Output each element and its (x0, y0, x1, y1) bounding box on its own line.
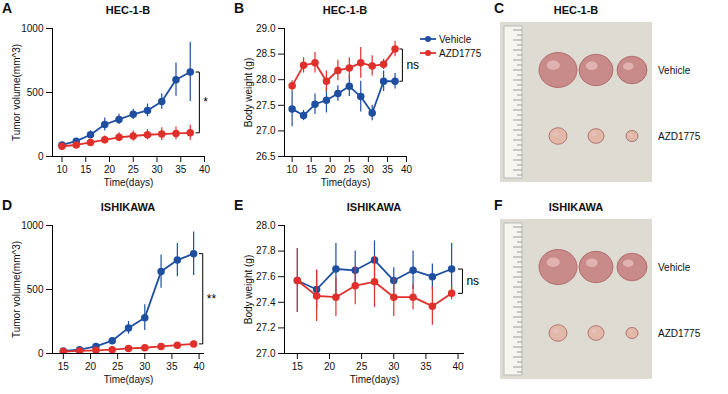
html-text:AZD1775: AZD1775 (439, 47, 482, 59)
svg-text:30: 30 (139, 361, 151, 372)
svg-text:500: 500 (27, 284, 44, 295)
svg-text:ns: ns (466, 274, 479, 288)
svg-text:40: 40 (199, 164, 211, 175)
svg-text:27.0: 27.0 (256, 125, 276, 136)
svg-text:Body weight (g): Body weight (g) (243, 58, 254, 127)
html-text:ISHIKAWA: ISHIKAWA (548, 201, 604, 213)
svg-text:27.0: 27.0 (256, 348, 276, 359)
svg-text:35: 35 (382, 164, 394, 175)
svg-text:Time(days): Time(days) (350, 374, 400, 385)
svg-text:20: 20 (104, 164, 116, 175)
html-text:C: C (494, 0, 505, 16)
svg-text:28.5: 28.5 (256, 48, 276, 59)
svg-text:1000: 1000 (21, 220, 44, 231)
svg-text:25: 25 (128, 164, 140, 175)
svg-text:20: 20 (325, 164, 337, 175)
html-text:HEC-1-B: HEC-1-B (105, 4, 151, 16)
svg-text:Time(days): Time(days) (321, 177, 371, 188)
html-text:A: A (2, 0, 13, 16)
html-text:D: D (2, 197, 13, 213)
svg-text:Tumor volume(mm^3): Tumor volume(mm^3) (11, 241, 22, 338)
svg-text:40: 40 (194, 361, 206, 372)
svg-text:Vehicle: Vehicle (658, 65, 691, 76)
svg-text:AZD1775: AZD1775 (658, 328, 701, 339)
svg-text:25: 25 (356, 361, 368, 372)
svg-text:15: 15 (58, 361, 70, 372)
svg-text:40: 40 (401, 164, 413, 175)
svg-text:27.8: 27.8 (256, 245, 276, 256)
svg-text:Tumor volume(mm^3): Tumor volume(mm^3) (11, 44, 22, 141)
svg-text:15: 15 (306, 164, 318, 175)
html-text:HEC-1-B: HEC-1-B (322, 4, 368, 16)
svg-text:20: 20 (85, 361, 97, 372)
svg-text:1000: 1000 (21, 23, 44, 34)
svg-text:500: 500 (27, 87, 44, 98)
svg-text:Time(days): Time(days) (104, 177, 154, 188)
svg-text:35: 35 (420, 361, 432, 372)
html-text:F: F (494, 197, 503, 213)
svg-text:28.0: 28.0 (256, 220, 276, 231)
svg-text:**: ** (207, 292, 217, 306)
svg-text:0: 0 (38, 151, 44, 162)
svg-text:26.5: 26.5 (256, 151, 276, 162)
svg-text:35: 35 (166, 361, 178, 372)
svg-text:0: 0 (38, 348, 44, 359)
svg-text:40: 40 (453, 361, 465, 372)
svg-text:27.5: 27.5 (256, 100, 276, 111)
svg-text:30: 30 (151, 164, 163, 175)
html-text:ISHIKAWA: ISHIKAWA (346, 201, 402, 213)
html-text:B: B (234, 0, 245, 16)
svg-text:27.4: 27.4 (256, 297, 276, 308)
svg-text:27.2: 27.2 (256, 322, 276, 333)
svg-text:*: * (203, 95, 208, 109)
svg-text:10: 10 (56, 164, 68, 175)
svg-text:Vehicle: Vehicle (658, 262, 691, 273)
svg-text:AZD1775: AZD1775 (658, 131, 701, 142)
svg-text:25: 25 (344, 164, 356, 175)
svg-text:10: 10 (287, 164, 299, 175)
svg-text:20: 20 (324, 361, 336, 372)
svg-text:30: 30 (388, 361, 400, 372)
html-text:HEC-1-B: HEC-1-B (553, 4, 599, 16)
svg-text:Body weight (g): Body weight (g) (243, 255, 254, 324)
svg-text:28.0: 28.0 (256, 74, 276, 85)
html-text:Vehicle: Vehicle (439, 33, 472, 45)
svg-text:29.0: 29.0 (256, 23, 276, 34)
svg-text:27.6: 27.6 (256, 271, 276, 282)
html-text:ISHIKAWA: ISHIKAWA (100, 201, 156, 213)
svg-text:25: 25 (112, 361, 124, 372)
html-text:E: E (234, 197, 244, 213)
svg-text:30: 30 (363, 164, 375, 175)
svg-text:15: 15 (80, 164, 92, 175)
svg-text:Time(days): Time(days) (104, 374, 154, 385)
svg-text:15: 15 (292, 361, 304, 372)
svg-text:35: 35 (175, 164, 187, 175)
svg-text:ns: ns (406, 58, 419, 72)
